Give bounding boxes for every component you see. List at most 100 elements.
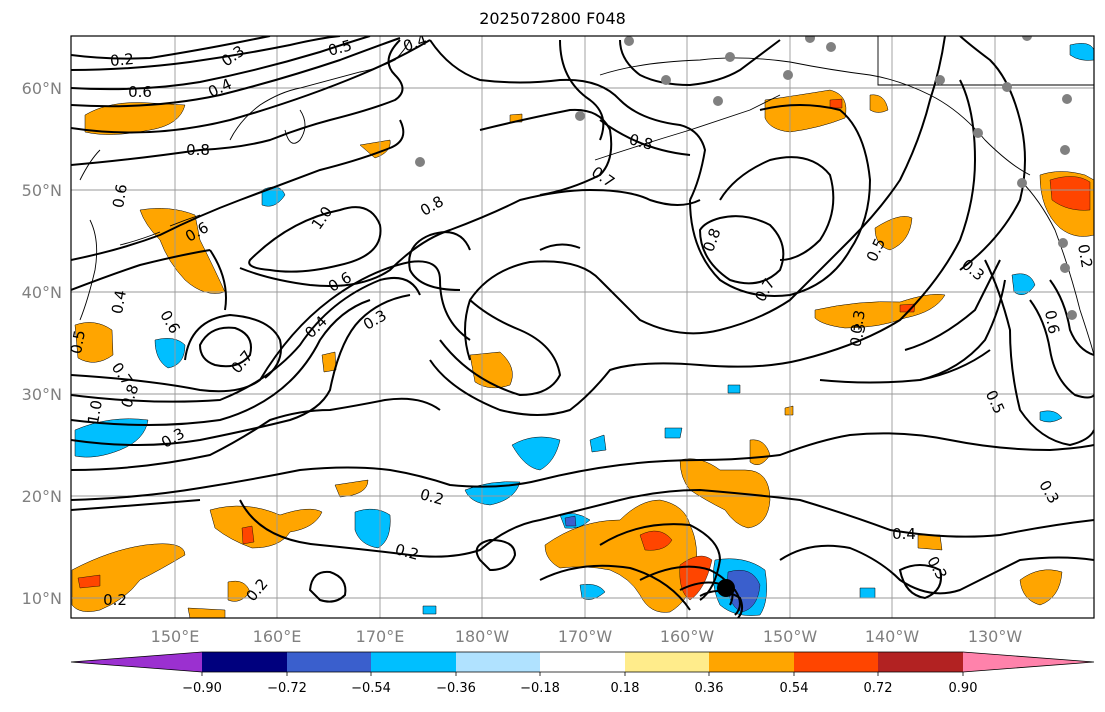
shade-region <box>1019 569 1063 606</box>
station-marker <box>1060 145 1070 155</box>
coastline <box>599 57 1031 176</box>
shade-region <box>639 530 673 551</box>
contour-line <box>71 36 371 91</box>
shade-region <box>664 427 683 439</box>
lon-tick-label: 160°E <box>253 627 302 646</box>
station-marker <box>935 75 945 85</box>
shade-region <box>187 607 226 618</box>
coastline <box>877 36 1094 86</box>
colorbar: −0.90 −0.72 −0.54 −0.36 −0.18 0.18 0.36 0.54 0.7… <box>70 651 1095 696</box>
contour-line <box>71 39 404 166</box>
shade-region <box>359 139 391 159</box>
lon-tick-label: 150°E <box>151 627 200 646</box>
shade-region <box>154 338 186 369</box>
lat-tick-label: 20°N <box>22 487 62 506</box>
contour-line <box>919 279 1006 381</box>
contour-line <box>71 499 201 511</box>
contour-label: 0.8 <box>627 130 655 154</box>
colorbar-swatch <box>794 652 878 672</box>
shade-region <box>209 505 323 549</box>
contour-label: 0.8 <box>186 141 210 159</box>
station-marker <box>661 75 671 85</box>
map-title: 2025072800 F048 <box>479 9 626 28</box>
lat-tick-label: 60°N <box>22 79 62 98</box>
contour-label: 0.6 <box>109 183 131 210</box>
contour-line <box>689 104 872 297</box>
shade-region <box>469 351 513 389</box>
colorbar-swatch <box>202 652 287 672</box>
station-marker <box>1022 36 1032 41</box>
contour-line <box>959 36 1026 271</box>
lat-tick-label: 40°N <box>22 283 62 302</box>
contour-line <box>71 119 405 261</box>
shade-region <box>1049 176 1091 211</box>
colorbar-label: 0.54 <box>780 681 809 696</box>
contour-label: 0.4 <box>108 289 130 316</box>
shade-region <box>589 434 607 453</box>
contour-label: 0.2 <box>109 50 134 70</box>
contour-label: 0.3 <box>846 321 870 349</box>
station-marker <box>624 36 634 46</box>
shade-region <box>354 508 391 549</box>
contour-label: 0.4 <box>892 525 916 543</box>
lat-tick-label: 10°N <box>22 589 62 608</box>
colorbar-label: −0.54 <box>351 681 391 696</box>
station-marker <box>575 111 585 121</box>
contour-lines <box>71 36 1094 618</box>
contour-line <box>71 36 271 60</box>
contour-line <box>408 231 471 291</box>
shade-region <box>1039 410 1063 423</box>
shade-region <box>829 98 843 109</box>
contour-line <box>71 260 471 393</box>
strong-negative-shading <box>564 515 761 613</box>
contour-line <box>559 39 605 141</box>
shade-region <box>321 351 337 373</box>
contour-line <box>71 432 1094 501</box>
contour-line <box>198 326 252 368</box>
colorbar-label: −0.72 <box>267 681 307 696</box>
colorbar-label: 0.18 <box>611 681 640 696</box>
contour-line <box>679 581 741 616</box>
contour-line <box>984 259 1094 447</box>
lon-tick-label: 180°W <box>455 627 510 646</box>
shade-region <box>579 584 606 600</box>
map-frame <box>70 35 1095 619</box>
contour-line <box>184 313 282 379</box>
contour-label: 0.5 <box>67 329 89 356</box>
contour-line <box>1029 299 1094 399</box>
shade-region <box>727 569 761 613</box>
station-marker <box>1060 263 1070 273</box>
contour-line <box>699 590 744 618</box>
shade-region <box>899 303 916 313</box>
contour-line <box>239 488 1094 558</box>
contour-line <box>71 397 441 471</box>
colorbar-swatch <box>709 652 794 672</box>
shade-region <box>74 322 114 363</box>
contour-line <box>71 36 341 71</box>
contour-line <box>719 156 835 261</box>
contour-label: 0.2 <box>418 485 446 509</box>
colorbar-swatch <box>540 652 625 672</box>
contour-line <box>429 79 977 416</box>
contour-label: 0.2 <box>1074 243 1096 270</box>
shade-region <box>814 294 946 329</box>
shade-region <box>1069 43 1094 61</box>
station-marker <box>1002 82 1012 92</box>
colorbar-label: 0.90 <box>949 681 978 696</box>
contour-line <box>539 564 691 611</box>
contour-line <box>904 259 1001 351</box>
contour-label: 0.6 <box>1041 309 1063 336</box>
shade-region <box>77 574 101 589</box>
shade-region <box>859 587 876 599</box>
contour-line <box>464 36 946 361</box>
contour-line <box>71 299 371 426</box>
contour-line <box>71 37 401 108</box>
shade-region <box>139 208 226 294</box>
station-marker <box>1067 310 1077 320</box>
shade-region <box>727 384 741 394</box>
shade-region <box>84 102 186 135</box>
contour-line <box>429 39 707 201</box>
lon-tick-label: 150°W <box>763 627 818 646</box>
colorbar-label: 0.36 <box>695 681 724 696</box>
colorbar-extend-max <box>963 652 1094 672</box>
